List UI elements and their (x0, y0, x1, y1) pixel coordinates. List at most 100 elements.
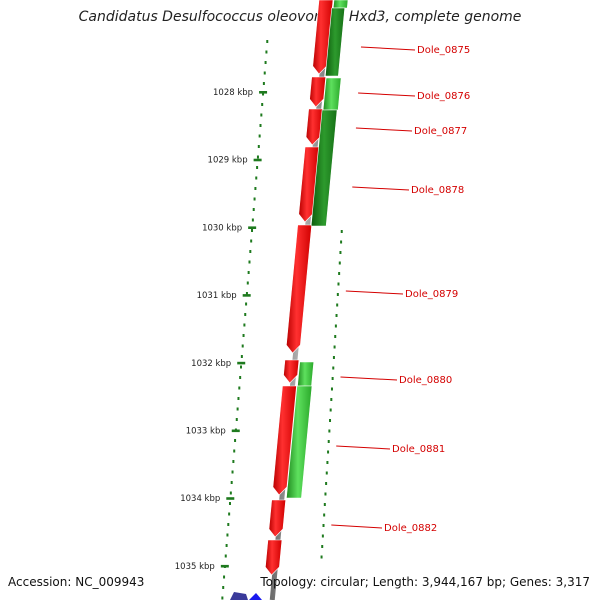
scale-dot (225, 544, 228, 547)
forward-gene-arrow (272, 385, 297, 496)
scale-dot (250, 239, 253, 243)
forward-gene-arrow (265, 539, 283, 576)
scale-dot (226, 533, 229, 537)
scale-dot (231, 470, 234, 474)
forward-gene-arrow (305, 108, 324, 146)
scale-dot (251, 229, 254, 232)
gene-leader-line (345, 290, 404, 295)
scale-dot (245, 302, 248, 306)
outer-dot (320, 555, 323, 559)
scale-dot (243, 323, 246, 327)
outer-dot (336, 293, 339, 296)
gene-leader-line (360, 46, 416, 51)
tick-mark (259, 91, 268, 94)
outer-dot (338, 261, 341, 265)
scale-dot (222, 586, 225, 589)
scale-dot (256, 166, 259, 169)
tick-mark (248, 226, 257, 229)
scale-dot (261, 103, 264, 106)
gene-leader-line (352, 186, 410, 191)
scale-dot (232, 460, 235, 463)
scale-dot (257, 145, 260, 148)
tick-mark (220, 564, 229, 568)
gene-label: Dole_0879 (405, 289, 458, 300)
outer-dot (329, 408, 332, 412)
scale-dot (254, 187, 257, 190)
scale-dot (234, 439, 237, 442)
scale-dot (230, 481, 233, 484)
gene-label: Dole_0876 (417, 91, 470, 102)
outer-dot (321, 545, 324, 548)
reverse-gene-block (310, 109, 338, 227)
tick-label: 1029 kbp (208, 156, 248, 166)
scale-dot (229, 491, 232, 495)
forward-gene-arrow (309, 76, 327, 108)
scale-dot (265, 50, 268, 54)
scale-dot (253, 197, 256, 201)
outer-dot (339, 251, 342, 254)
outer-dot (333, 345, 336, 349)
scale-dot (266, 40, 269, 43)
tick-mark (242, 294, 251, 297)
outer-dot (338, 272, 341, 275)
outer-dot (323, 513, 326, 517)
topology-text: Topology: circular; Length: 3,944,167 bp… (260, 575, 590, 589)
scale-dot (258, 134, 261, 138)
scale-dot (255, 176, 258, 180)
outer-dot (330, 387, 333, 391)
scale-dot (264, 61, 267, 64)
reverse-gene-block (297, 361, 315, 387)
forward-gene-arrow (286, 224, 313, 354)
outer-dot (335, 314, 338, 317)
scale-dot (251, 218, 254, 222)
scale-dot (238, 386, 241, 390)
partial-feature (249, 593, 262, 600)
outer-dot (323, 503, 326, 506)
tick-label: 1034 kbp (180, 494, 220, 504)
scale-dot (256, 155, 259, 159)
outer-dot (328, 429, 331, 433)
outer-dot (326, 461, 329, 464)
gene-leader-line (331, 524, 383, 529)
tick-mark (231, 429, 240, 433)
tick-label: 1028 kbp (213, 88, 253, 98)
scale-dot (223, 575, 226, 579)
scale-dot (262, 92, 265, 96)
scale-dot (239, 376, 242, 379)
tick-label: 1032 kbp (191, 359, 231, 369)
outer-dot (327, 440, 330, 443)
gene-label: Dole_0880 (399, 375, 452, 386)
tick-label: 1035 kbp (175, 562, 215, 572)
tick-label: 1031 kbp (197, 291, 237, 301)
scale-dot (248, 260, 251, 264)
reverse-gene-block (324, 7, 346, 77)
outer-dot (334, 324, 337, 328)
outer-dot (332, 366, 335, 370)
accession-text: Accession: NC_009943 (8, 575, 145, 589)
scale-dot (263, 71, 266, 75)
gene-leader-line (340, 376, 398, 381)
reverse-gene-block (322, 77, 342, 111)
scale-dot (249, 250, 252, 253)
gene-leader-line (336, 445, 391, 450)
outer-dot (332, 356, 335, 359)
gene-leader-line (358, 92, 416, 97)
forward-gene-arrow (298, 146, 320, 223)
scale-dot (221, 596, 224, 600)
outer-dot (329, 419, 332, 422)
outer-dot (327, 450, 330, 454)
scale-dot (233, 449, 236, 453)
scale-dot (240, 365, 243, 369)
scale-dot (236, 407, 239, 411)
outer-dot (330, 398, 333, 401)
scale-dot (262, 82, 265, 85)
gene-leader-line (355, 127, 413, 132)
reverse-gene-block (286, 385, 313, 499)
scale-dot (228, 502, 231, 505)
scale-dot (246, 281, 249, 285)
forward-gene-arrow (268, 499, 287, 538)
outer-dot (325, 471, 328, 475)
map-title: Candidatus Desulfococcus oleovorans Hxd3… (78, 9, 522, 25)
scale-dot (235, 418, 238, 421)
